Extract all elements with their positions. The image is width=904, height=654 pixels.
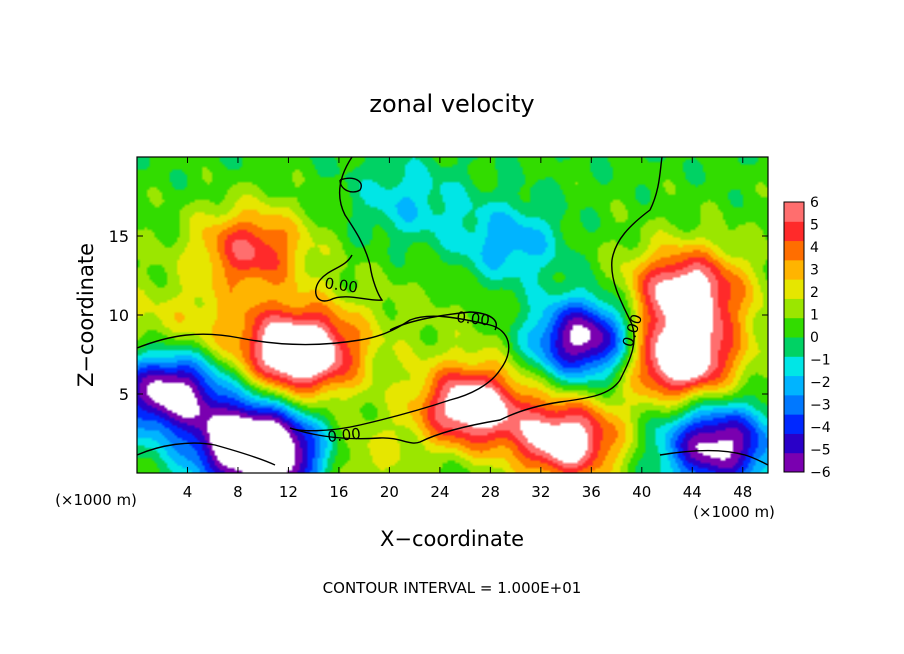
x-axis-ticks: 4 8 12 16 20 24 28 32 36 40 44 48 [183,157,752,501]
colorbar-tick-label: −3 [810,398,831,414]
zero-contour-line [389,311,497,331]
colorbar-tick-label: −6 [810,465,831,481]
colorbar-cell [784,414,804,434]
zero-contour-line [314,156,384,302]
x-tick-label: 8 [233,483,243,501]
colorbar-tick-label: 0 [810,330,819,346]
colorbar-cell [784,202,804,222]
chart-title: zonal velocity [369,90,534,118]
colorbar-tick-label: 2 [810,285,819,301]
colorbar-cells [784,202,804,473]
colorbar-cell [784,259,804,280]
x-tick-label: 4 [183,483,193,501]
x-axis-unit: (×1000 m) [693,503,775,521]
colorbar-tick-label: 5 [810,218,819,234]
zero-contour-line [339,177,362,193]
plot-area: 0.00 0.00 0.00 0.00 4 8 12 16 20 24 28 32 36 40 44… [109,156,769,501]
zero-contour-line [659,449,769,466]
colorbar: 6 5 4 3 2 1 0 −1 −2 −3 −4 −5 −6 [783,195,831,481]
contour-label: 0.00 [327,425,362,446]
colorbar-cell [784,298,804,319]
colorbar-labels: 6 5 4 3 2 1 0 −1 −2 −3 −4 −5 −6 [810,195,831,481]
colorbar-tick-label: −2 [810,375,831,391]
y-tick-label: 5 [119,385,129,404]
y-axis-ticks: 5 10 15 [109,227,768,404]
x-tick-label: 16 [329,483,348,501]
x-tick-label: 40 [632,483,651,501]
y-tick-label: 10 [109,306,129,325]
x-tick-label: 24 [430,483,449,501]
x-tick-label: 32 [531,483,550,501]
contour-labels: 0.00 0.00 0.00 0.00 [323,274,646,446]
colorbar-frame [783,201,805,473]
colorbar-cell [784,337,804,357]
colorbar-tick-label: 4 [810,240,819,256]
colorbar-cell [784,221,804,242]
contour-interval-note: CONTOUR INTERVAL = 1.000E+01 [323,579,582,597]
x-axis-label: X−coordinate [380,527,524,551]
x-tick-label: 20 [380,483,399,501]
colorbar-cell [784,433,804,454]
zero-contour-line [136,442,276,466]
contour-label: 0.00 [456,308,491,329]
colorbar-tick-label: 1 [810,308,819,324]
colorbar-tick-label: 6 [810,195,819,211]
zero-contour-line [136,315,510,432]
colorbar-cell [784,394,804,415]
colorbar-cell [784,317,804,338]
zero-contour-line [289,156,663,444]
colorbar-cell [784,240,804,261]
contour-label: 0.00 [323,274,359,296]
heatmap-image [137,157,768,473]
colorbar-tick-label: −5 [810,443,831,459]
colorbar-cell [784,375,804,396]
colorbar-tick-label: 3 [810,263,819,279]
colorbar-cell [784,356,804,377]
y-tick-label: 15 [109,227,129,246]
y-axis-label: Z−coordinate [74,243,98,387]
x-tick-label: 28 [481,483,500,501]
colorbar-cell [784,452,804,473]
colorbar-cell [784,279,804,299]
x-tick-label: 12 [279,483,298,501]
colorbar-tick-label: −1 [810,353,831,369]
x-tick-label: 36 [582,483,601,501]
x-tick-label: 44 [683,483,702,501]
colorbar-tick-label: −4 [810,420,831,436]
zero-contours [136,156,769,466]
y-axis-unit: (×1000 m) [55,491,137,509]
x-tick-label: 48 [733,483,752,501]
